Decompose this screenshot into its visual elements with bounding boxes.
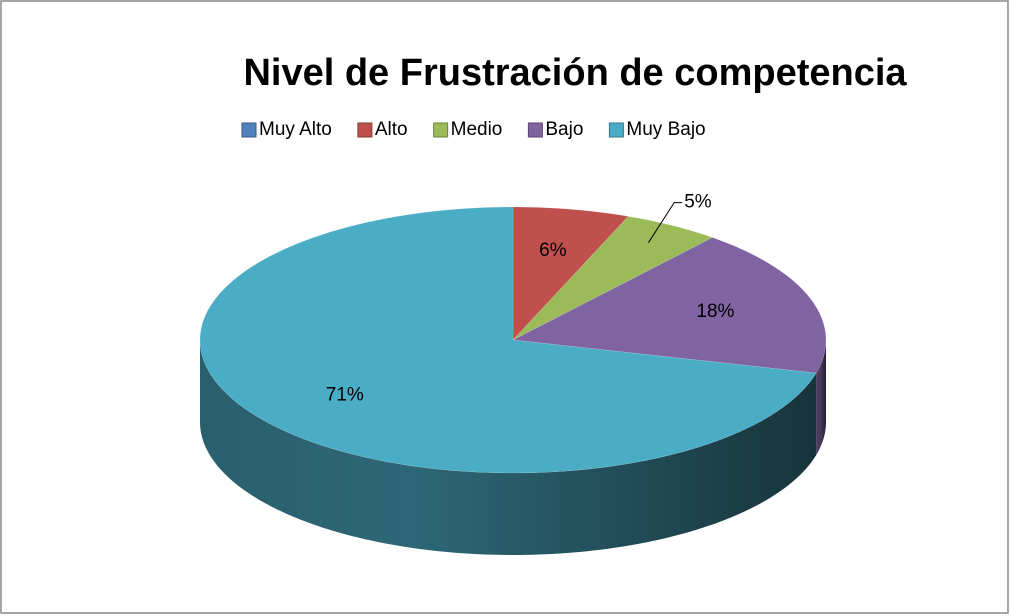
- slice-side: [816, 340, 826, 456]
- data-label: 6%: [539, 240, 567, 261]
- legend-swatch: [433, 122, 449, 138]
- legend-swatch: [357, 122, 373, 138]
- chart-title: Nivel de Frustración de competencia: [243, 52, 907, 94]
- data-label: 18%: [696, 301, 734, 322]
- legend-swatch: [608, 122, 624, 138]
- legend-swatch: [527, 122, 543, 138]
- legend-label: Alto: [375, 119, 408, 140]
- legend-label: Muy Alto: [259, 119, 332, 140]
- slice: [512, 237, 827, 374]
- slice: [512, 206, 629, 341]
- legend-swatch: [241, 122, 257, 138]
- legend-label: Muy Bajo: [626, 119, 705, 140]
- data-label: 5%: [684, 192, 712, 213]
- slice: [199, 206, 817, 474]
- data-label: 71%: [326, 384, 364, 405]
- leader-line: [648, 202, 683, 243]
- legend-label: Medio: [451, 119, 503, 140]
- legend-label: Bajo: [545, 119, 583, 140]
- slice-side: [200, 340, 817, 555]
- slice: [512, 216, 714, 341]
